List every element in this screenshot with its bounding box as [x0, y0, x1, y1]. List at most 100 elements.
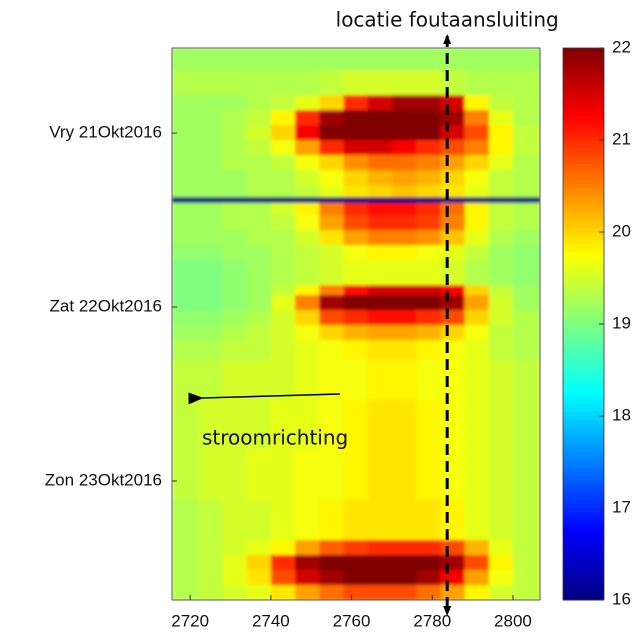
colorbar-step: [563, 384, 604, 389]
colorbar-step: [563, 248, 604, 253]
heat-cell: [246, 450, 272, 501]
heat-cell: [172, 203, 199, 216]
heat-cell: [440, 260, 466, 286]
heat-cell: [343, 360, 369, 401]
heat-cell: [416, 48, 441, 71]
heat-cell: [246, 215, 272, 231]
heat-cell: [391, 360, 417, 401]
colorbar-tick-label: 17: [612, 497, 631, 516]
heat-cell: [416, 185, 441, 198]
heat-cell: [198, 554, 224, 571]
colorbar-step: [563, 48, 604, 53]
heat-cell: [464, 215, 490, 231]
heat-cell: [222, 70, 248, 96]
heat-cell: [295, 450, 320, 501]
heat-cell: [343, 285, 369, 296]
heat-cell: [512, 197, 540, 204]
heat-cell: [270, 197, 296, 204]
heat-cell: [198, 399, 224, 451]
heat-cell: [416, 539, 441, 556]
heat-cell: [270, 450, 296, 501]
heat-cell: [440, 245, 466, 261]
heat-cell: [464, 95, 490, 111]
colorbar-step: [563, 80, 604, 85]
x-tick-label: 2800: [494, 611, 532, 630]
heat-cell: [440, 285, 466, 296]
heat-cell: [391, 569, 417, 586]
colorbar-step: [563, 416, 604, 421]
colorbar-step: [563, 72, 604, 77]
heat-cell: [319, 229, 345, 246]
colorbar-step: [563, 256, 604, 261]
colorbar-step: [563, 360, 604, 365]
heat-cell: [512, 324, 540, 341]
heat-cell: [270, 154, 296, 171]
colorbar-step: [563, 412, 604, 417]
heat-cell: [488, 499, 514, 541]
colorbar-step: [563, 56, 604, 61]
colorbar-tick-label: 20: [612, 221, 631, 240]
heat-cell: [295, 185, 320, 198]
heat-cell: [198, 154, 224, 171]
heat-cell: [343, 215, 369, 231]
heat-cell: [343, 499, 369, 541]
heat-cell: [319, 154, 345, 171]
heat-cell: [343, 399, 369, 451]
heat-cell: [343, 450, 369, 501]
colorbar-step: [563, 340, 604, 345]
colorbar-step: [563, 92, 604, 97]
heat-cell: [464, 360, 490, 401]
colorbar-step: [563, 52, 604, 57]
heat-cell: [488, 70, 514, 96]
colorbar-step: [563, 356, 604, 361]
colorbar-step: [563, 116, 604, 121]
heat-cell: [464, 499, 490, 541]
heat-cell: [343, 539, 369, 556]
colorbar-step: [563, 520, 604, 525]
heat-cell: [222, 569, 248, 586]
y-tick-label: Zat 22Okt2016: [50, 297, 162, 316]
colorbar-step: [563, 120, 604, 125]
heat-cell: [172, 170, 199, 186]
heat-cell: [440, 215, 466, 231]
colorbar-step: [563, 504, 604, 509]
colorbar-step: [563, 276, 604, 281]
heat-cell: [367, 499, 393, 541]
heat-cell: [512, 285, 540, 296]
heat-cell: [198, 499, 224, 541]
heat-cell: [222, 360, 248, 401]
heat-cell: [440, 229, 466, 246]
colorbar-step: [563, 176, 604, 181]
colorbar-step: [563, 420, 604, 425]
heat-cell: [222, 95, 248, 111]
heat-cell: [416, 360, 441, 401]
heat-cell: [270, 340, 296, 361]
heat-cell: [198, 245, 224, 261]
heat-cell: [319, 340, 345, 361]
heat-cell: [367, 70, 393, 96]
heat-cell: [319, 499, 345, 541]
heat-cell: [343, 295, 369, 311]
colorbar-tick-label: 16: [612, 589, 631, 608]
heat-cell: [367, 539, 393, 556]
heat-cell: [416, 340, 441, 361]
heat-cell: [488, 399, 514, 451]
heat-cell: [172, 585, 199, 600]
heat-cell: [198, 340, 224, 361]
heat-cell: [488, 245, 514, 261]
heat-cell: [319, 285, 345, 296]
heat-cell: [391, 554, 417, 571]
heat-cell: [222, 554, 248, 571]
heat-cell: [440, 499, 466, 541]
heat-cell: [416, 140, 441, 156]
heat-cell: [295, 569, 320, 586]
heat-cell: [512, 170, 540, 186]
colorbar-step: [563, 584, 604, 589]
colorbar-step: [563, 404, 604, 409]
heat-cell: [270, 229, 296, 246]
heat-cell: [198, 140, 224, 156]
heat-cell: [391, 125, 417, 141]
heat-cell: [222, 48, 248, 71]
heat-cell: [391, 285, 417, 296]
heat-cell: [367, 309, 393, 326]
